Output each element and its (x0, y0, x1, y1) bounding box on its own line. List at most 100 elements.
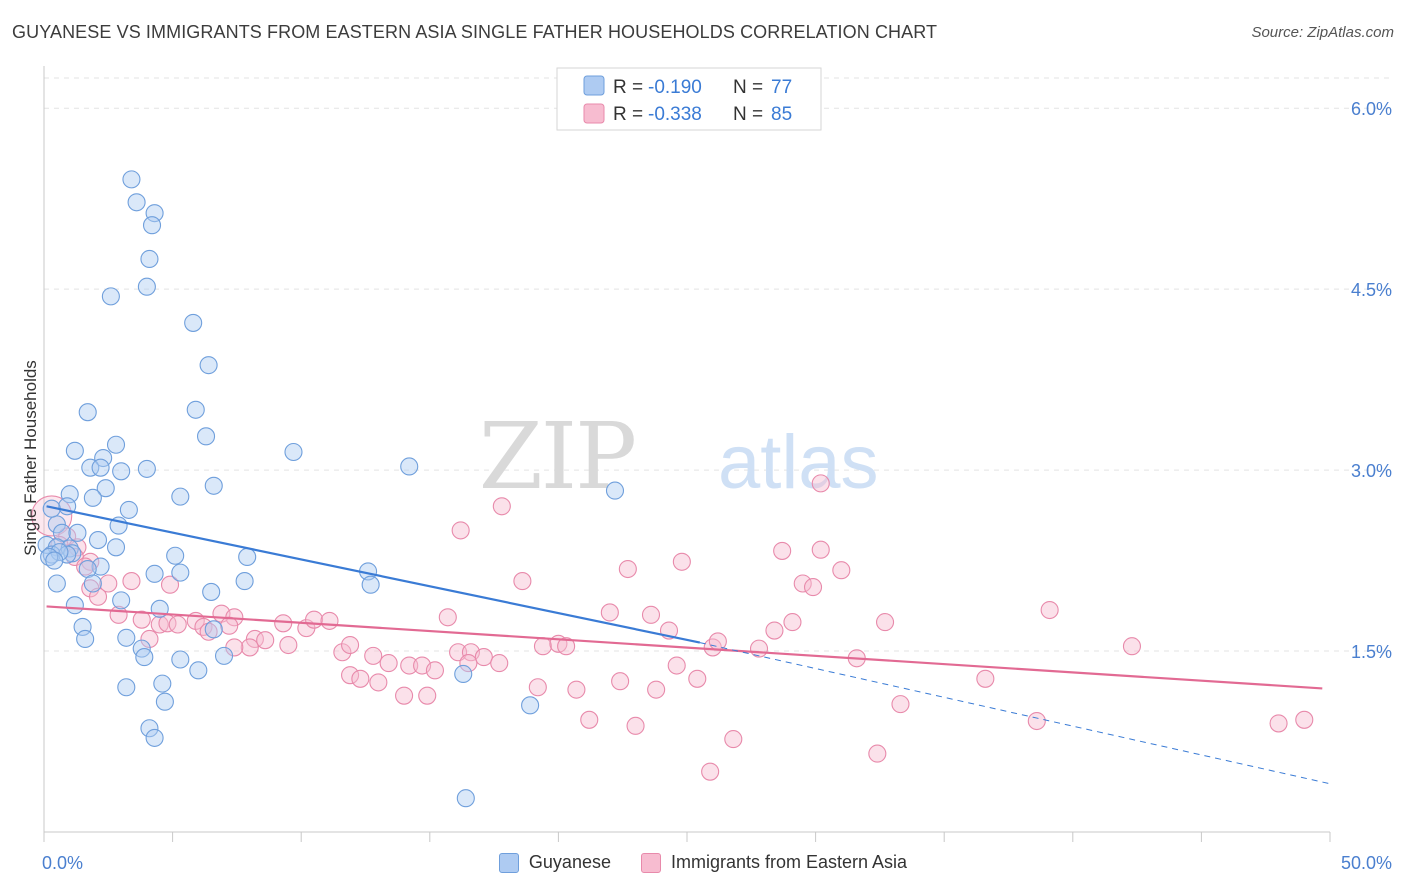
eastern-asia-point (803, 578, 823, 597)
eastern-asia-point (580, 710, 599, 729)
legend-item-eastern-asia[interactable]: Immigrants from Eastern Asia (640, 852, 908, 873)
eastern-asia-point (395, 686, 414, 705)
eastern-asia-point (672, 552, 691, 571)
guyanese-point (76, 629, 95, 649)
eastern-asia-point (418, 686, 437, 705)
eastern-asia-point (320, 611, 339, 630)
eastern-asia-point (99, 574, 118, 593)
eastern-asia-point (240, 638, 259, 657)
eastern-asia-point (490, 654, 509, 673)
eastern-asia-point (274, 614, 293, 633)
x-tick-label-min: 0.0% (42, 853, 83, 873)
guyanese-point (91, 458, 110, 477)
eastern-asia-point (140, 629, 159, 649)
eastern-asia-point (1040, 600, 1059, 620)
eastern-asia-point (533, 637, 553, 656)
guyanese-point (78, 403, 97, 422)
eastern-asia-point (341, 666, 360, 685)
guyanese-point (400, 457, 419, 476)
guyanese-point (78, 559, 97, 579)
legend-r-label-1: R = (613, 77, 643, 98)
eastern-asia-point (703, 638, 722, 657)
guyanese-point (155, 692, 174, 711)
guyanese-point (50, 543, 69, 562)
eastern-asia-point (1295, 710, 1314, 729)
eastern-asia-point (1269, 714, 1288, 733)
watermark: ZIP atlas (479, 403, 879, 510)
eastern-asia-point (150, 615, 169, 634)
guyanese-point (135, 648, 154, 667)
eastern-asia-point (513, 572, 532, 591)
guyanese-point (204, 476, 223, 495)
legend-r-value-2: -0.338 (648, 104, 702, 125)
guyanese-point (117, 678, 136, 697)
guyanese-point (196, 427, 216, 446)
guyanese-point (140, 719, 159, 738)
eastern-asia-point (891, 695, 910, 714)
guyanese-point (47, 574, 66, 593)
guyanese-trend-line (46, 505, 701, 644)
series-eastern-asia-points (31, 474, 1314, 781)
guyanese-point (171, 487, 190, 506)
eastern-asia-point (492, 497, 511, 516)
guyanese-point (284, 442, 303, 462)
guyanese-point (122, 170, 141, 189)
guyanese-trend-extension (699, 642, 1331, 785)
eastern-asia-point (132, 610, 151, 629)
guyanese-point (45, 551, 64, 570)
guyanese-point (88, 531, 108, 550)
guyanese-point (81, 458, 100, 477)
eastern-asia-point (868, 744, 887, 763)
guyanese-point (184, 313, 203, 332)
guyanese-point (68, 523, 87, 542)
x-tick-label-max: 50.0% (1341, 853, 1392, 873)
eastern-asia-point (567, 680, 586, 699)
chart-source: Source: ZipAtlas.com (1251, 24, 1394, 41)
eastern-asia-swatch (640, 852, 661, 873)
eastern-asia-point (1027, 711, 1046, 731)
eastern-asia-point (811, 540, 830, 559)
eastern-asia-point (425, 661, 444, 680)
guyanese-point (238, 547, 257, 567)
y-axis-label: Single Father Households (21, 360, 40, 556)
eastern-asia-point (341, 635, 360, 655)
eastern-asia-point (256, 631, 275, 650)
legend-swatch-guyanese (583, 75, 605, 96)
guyanese-point (112, 462, 131, 481)
eastern-asia-point (168, 615, 187, 634)
eastern-asia-point (701, 762, 720, 781)
legend-n-label-2: N = (733, 104, 763, 125)
guyanese-point (454, 664, 473, 684)
legend-n-label-1: N = (733, 77, 763, 98)
watermark-zip: ZIP (479, 403, 635, 510)
legend-item-guyanese[interactable]: Guyanese (498, 852, 611, 873)
legend-n-value-2: 85 (771, 104, 792, 125)
guyanese-point (214, 646, 234, 665)
guyanese-point (202, 582, 221, 601)
eastern-asia-point (641, 605, 661, 624)
guyanese-point (361, 575, 380, 594)
eastern-asia-point (832, 561, 851, 580)
guyanese-point (171, 563, 190, 582)
eastern-asia-point (305, 610, 324, 629)
guyanese-point (106, 435, 126, 454)
guyanese-point (119, 500, 138, 519)
chart-title: GUYANESE VS IMMIGRANTS FROM EASTERN ASIA… (12, 22, 938, 42)
eastern-asia-point (333, 643, 352, 662)
eastern-asia-point (31, 495, 73, 537)
eastern-asia-point (765, 621, 784, 640)
eastern-asia-point (400, 656, 419, 675)
eastern-asia-trend-line (46, 605, 1323, 690)
eastern-asia-point (811, 474, 830, 493)
eastern-asia-point (351, 669, 370, 688)
legend-n-value-1: 77 (771, 77, 792, 98)
guyanese-point (127, 193, 146, 212)
eastern-asia-point (611, 672, 630, 691)
eastern-asia-point (708, 632, 727, 651)
eastern-asia-point (88, 587, 108, 606)
guyanese-point (605, 481, 625, 500)
legend-label-eastern-asia: Immigrants from Eastern Asia (670, 852, 908, 872)
eastern-asia-point (369, 673, 388, 692)
guyanese-point (40, 547, 59, 567)
